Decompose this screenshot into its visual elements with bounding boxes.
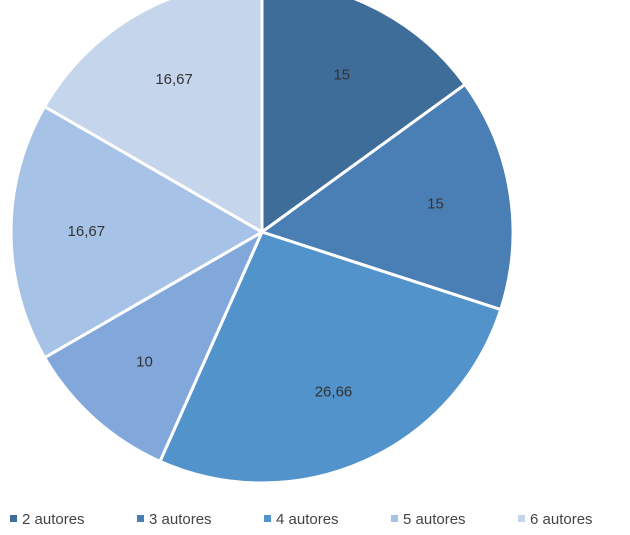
pie-slice	[43, 230, 264, 463]
pie-slice-label: 26,66	[315, 383, 353, 400]
legend-swatch	[391, 515, 398, 522]
pie-slice	[260, 0, 467, 234]
legend-swatch	[264, 515, 271, 522]
legend-swatch	[10, 515, 17, 522]
legend-label: 5 autores	[403, 511, 466, 528]
legend-item: 6 autores	[518, 511, 593, 528]
legend-swatch	[137, 515, 144, 522]
legend-label: 3 autores	[149, 511, 212, 528]
legend-item: 3 autores	[137, 511, 212, 528]
legend-item: 2 autores	[10, 511, 85, 528]
pie-slice	[9, 105, 264, 360]
legend-label: 6 autores	[530, 511, 593, 528]
pie-slice-label: 16,67	[68, 223, 106, 240]
pie-data-labels: 15 15 26,66 10 16,67 16,67	[68, 66, 444, 400]
pie-slices	[9, 0, 515, 485]
legend-swatch	[518, 515, 525, 522]
pie-slice-label: 10	[136, 354, 153, 371]
pie-slice	[43, 0, 264, 234]
legend-label: 4 autores	[276, 511, 339, 528]
pie-slice-label: 16,67	[155, 71, 193, 88]
legend-item: 5 autores	[391, 511, 466, 528]
legend-item: 4 autores	[264, 511, 339, 528]
legend-label: 2 autores	[22, 511, 85, 528]
pie-slice-label: 15	[427, 195, 444, 212]
pie-slice-label: 15	[333, 66, 350, 83]
legend: 2 autores 3 autores 4 autores 5 autores 6 au…	[10, 511, 593, 528]
pie-slice	[158, 230, 503, 485]
pie-slice	[260, 82, 515, 312]
